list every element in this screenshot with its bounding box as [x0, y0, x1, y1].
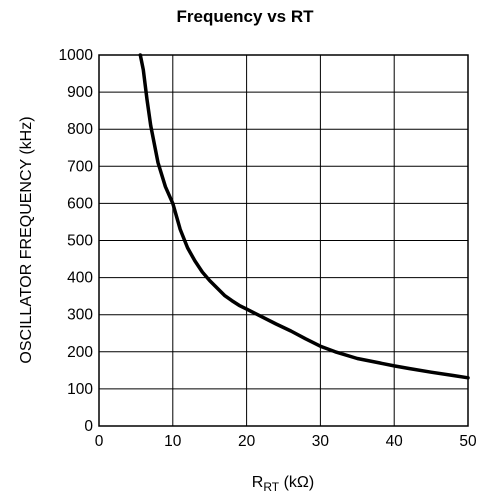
- y-tick-label: 100: [67, 381, 93, 398]
- x-tick-label: 50: [459, 433, 477, 450]
- y-tick-label: 700: [67, 158, 93, 175]
- y-tick-label: 200: [67, 344, 93, 361]
- x-axis-label-subscript: RT: [263, 480, 279, 494]
- plot-frame: [98, 54, 469, 427]
- series-layer: [138, 53, 470, 380]
- y-tick-label: 400: [67, 270, 93, 287]
- x-tick-label: 0: [95, 433, 104, 450]
- y-axis-label: OSCILLATOR FREQUENCY (kHz): [18, 116, 35, 363]
- y-tick-label: 300: [67, 307, 93, 324]
- y-tick-label: 800: [67, 121, 93, 138]
- x-tick-label: 40: [386, 433, 404, 450]
- y-tick-label: 600: [67, 195, 93, 212]
- y-tick-label: 0: [84, 418, 93, 435]
- frequency-curve: [138, 53, 470, 380]
- y-tick-label: 500: [67, 233, 93, 250]
- y-tick-label: 1000: [59, 47, 94, 64]
- x-tick-label: 20: [238, 433, 256, 450]
- x-tick-label: 30: [312, 433, 330, 450]
- x-tick-label: 10: [164, 433, 182, 450]
- chart-title: Frequency vs RT: [177, 7, 315, 26]
- x-axis-label-main: R: [252, 474, 264, 491]
- x-axis-label: RRT (kΩ): [252, 474, 314, 494]
- y-tick-label: 900: [67, 84, 93, 101]
- tick-labels: 0 10 20 30 40 5001002003004005006007008009001…: [59, 47, 477, 450]
- x-axis-label-unit: (kΩ): [279, 474, 314, 491]
